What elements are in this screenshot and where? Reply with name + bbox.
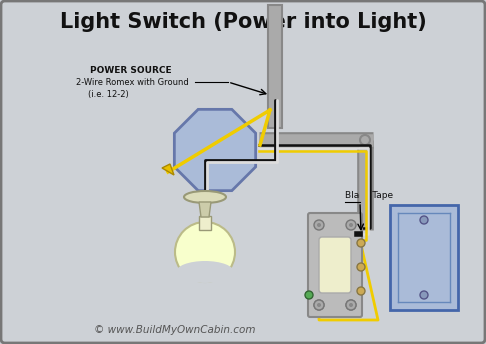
Circle shape <box>314 300 324 310</box>
Circle shape <box>360 135 370 145</box>
Ellipse shape <box>184 191 226 203</box>
Circle shape <box>346 220 356 230</box>
FancyBboxPatch shape <box>319 237 351 293</box>
Text: © www.BuildMyOwnCabin.com: © www.BuildMyOwnCabin.com <box>94 325 256 335</box>
FancyBboxPatch shape <box>199 216 211 230</box>
Circle shape <box>317 223 321 227</box>
Text: Black Tape: Black Tape <box>345 192 393 201</box>
Circle shape <box>314 300 324 310</box>
Circle shape <box>357 287 365 295</box>
Circle shape <box>175 222 235 282</box>
Circle shape <box>420 291 428 299</box>
Polygon shape <box>162 164 174 175</box>
Circle shape <box>349 223 353 227</box>
FancyBboxPatch shape <box>308 213 362 317</box>
Circle shape <box>314 220 324 230</box>
Circle shape <box>346 300 356 310</box>
Text: (i.e. 12-2): (i.e. 12-2) <box>88 89 129 98</box>
Polygon shape <box>199 202 211 217</box>
Ellipse shape <box>176 261 234 283</box>
Circle shape <box>357 263 365 271</box>
Circle shape <box>357 239 365 247</box>
Text: 2-Wire Romex with Ground: 2-Wire Romex with Ground <box>76 77 189 86</box>
Circle shape <box>420 216 428 224</box>
Text: Light Switch (Power into Light): Light Switch (Power into Light) <box>60 12 426 32</box>
FancyBboxPatch shape <box>390 205 458 310</box>
Circle shape <box>349 303 353 307</box>
Polygon shape <box>174 109 256 191</box>
FancyBboxPatch shape <box>268 5 282 128</box>
Circle shape <box>317 303 321 307</box>
Text: POWER SOURCE: POWER SOURCE <box>90 65 172 75</box>
Circle shape <box>305 291 313 299</box>
Circle shape <box>346 300 356 310</box>
